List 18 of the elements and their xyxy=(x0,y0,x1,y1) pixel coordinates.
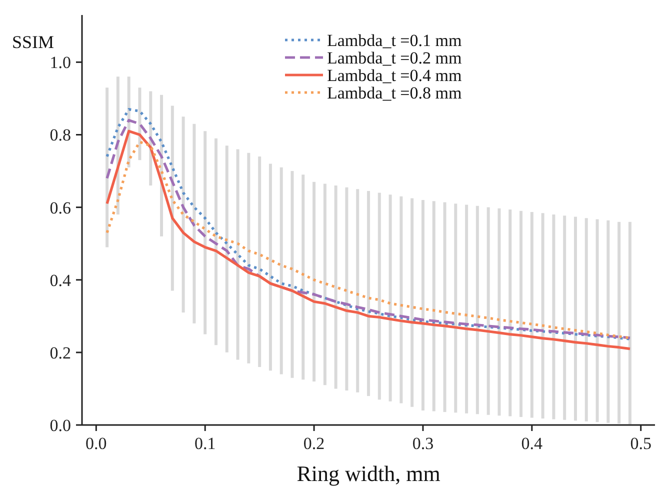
legend-label: Lambda_t =0.2 mm xyxy=(327,48,462,68)
x-axis-title: Ring width, mm xyxy=(296,461,440,486)
y-tick-label: 0.2 xyxy=(50,343,71,362)
legend-label: Lambda_t =0.4 mm xyxy=(327,66,462,85)
x-tick-label: 0.2 xyxy=(303,434,325,453)
y-tick-label: 0.0 xyxy=(50,416,71,435)
legend-label: Lambda_t =0.1 mm xyxy=(327,30,462,50)
x-tick-label: 0.1 xyxy=(194,434,216,453)
legend-label: Lambda_t =0.8 mm xyxy=(327,83,462,102)
y-axis-title: SSIM xyxy=(12,32,54,52)
x-tick-label: 0.3 xyxy=(412,434,434,453)
y-tick-label: 0.8 xyxy=(50,126,71,145)
x-tick-label: 0.4 xyxy=(521,434,544,453)
y-tick-label: 1.0 xyxy=(50,53,71,72)
y-tick-label: 0.4 xyxy=(50,270,72,290)
y-tick-label: 0.6 xyxy=(50,198,71,218)
x-tick-label: 0.5 xyxy=(630,434,652,453)
x-tick-label: 0.0 xyxy=(86,434,107,453)
